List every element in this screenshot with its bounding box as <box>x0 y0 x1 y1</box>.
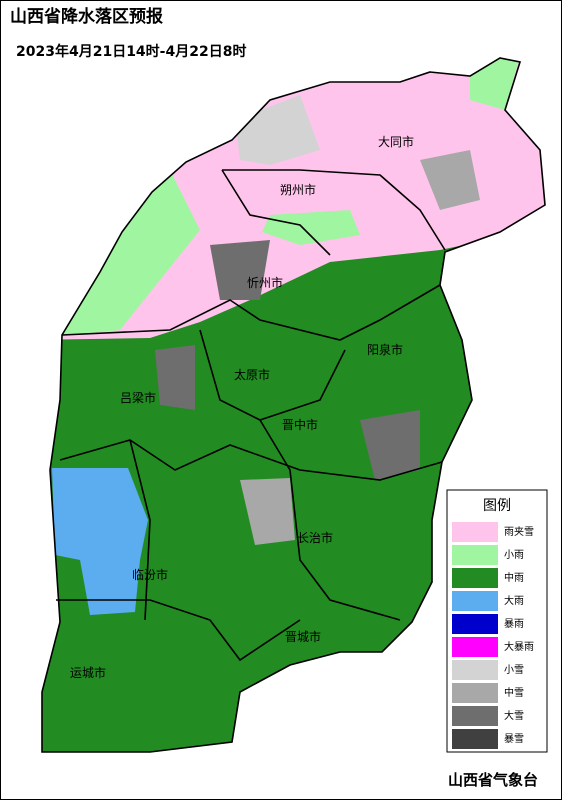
city-label: 晋城市 <box>285 629 321 644</box>
city-label: 运城市 <box>70 665 106 680</box>
legend-swatch <box>452 591 498 611</box>
city-label: 忻州市 <box>247 275 283 290</box>
legend-label: 暴雪 <box>504 733 524 745</box>
legend-swatch <box>452 706 498 726</box>
moderate-snow-area <box>240 478 295 545</box>
heavy-snow-area <box>155 345 195 410</box>
city-label: 阳泉市 <box>367 342 403 357</box>
city-label: 大同市 <box>378 134 414 149</box>
legend-label: 大雪 <box>504 709 524 722</box>
city-label: 朔州市 <box>280 182 316 197</box>
legend-swatch <box>452 614 498 634</box>
legend-label: 雨夹雪 <box>504 525 534 538</box>
legend-title: 图例 <box>483 498 511 514</box>
heavy-snow-area <box>210 240 270 300</box>
heavy-rain-area <box>52 468 148 615</box>
legend-label: 小雨 <box>504 549 524 561</box>
legend-swatch <box>452 545 498 565</box>
legend-swatch <box>452 683 498 703</box>
map-subtitle: 2023年4月21日14时-4月22日8时 <box>16 43 246 60</box>
legend-swatch <box>452 568 498 588</box>
city-label: 晋中市 <box>282 417 318 432</box>
legend-label: 暴雨 <box>504 618 524 630</box>
legend-swatch <box>452 522 498 542</box>
moderate-snow-area <box>420 150 480 210</box>
city-label: 太原市 <box>234 367 270 382</box>
city-label: 临汾市 <box>132 567 168 582</box>
city-label: 吕梁市 <box>120 390 156 405</box>
legend-label: 中雪 <box>504 686 524 699</box>
legend-swatch <box>452 729 498 749</box>
city-label: 长治市 <box>297 530 333 545</box>
legend-label: 小雪 <box>504 664 524 676</box>
boundaries <box>41 57 546 753</box>
legend-label: 大暴雨 <box>504 640 534 653</box>
heavy-snow-area <box>360 410 420 480</box>
map-title: 山西省降水落区预报 <box>10 6 163 27</box>
legend-swatch <box>452 660 498 680</box>
legend-label: 中雨 <box>504 571 524 584</box>
light-rain-area <box>262 210 360 245</box>
legend-swatch <box>452 637 498 657</box>
legend-label: 大雨 <box>504 594 524 607</box>
footer: 山西省气象台 <box>448 771 538 789</box>
